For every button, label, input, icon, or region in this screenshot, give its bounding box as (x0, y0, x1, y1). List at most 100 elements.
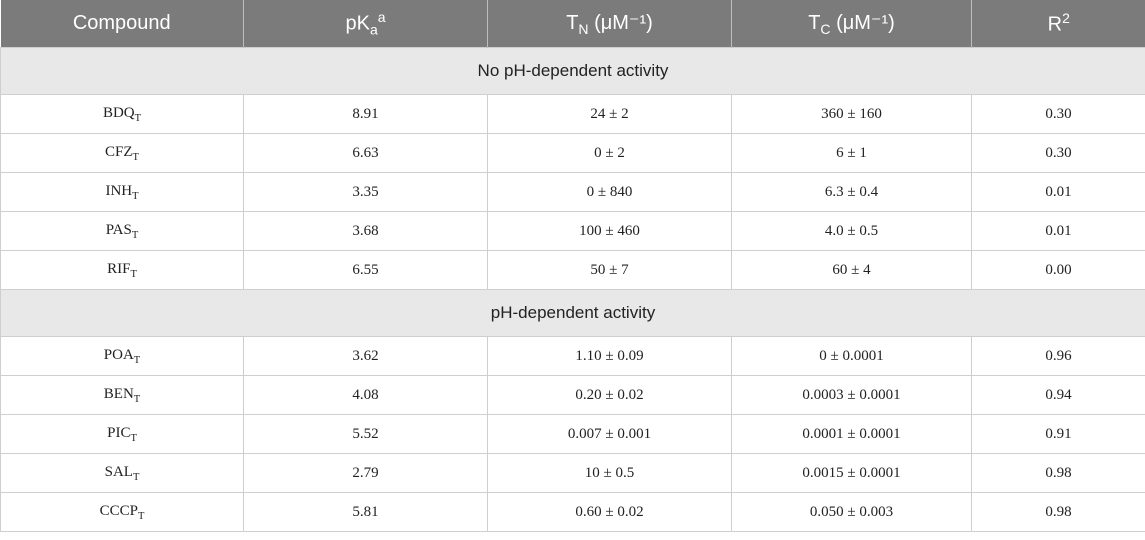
text-run: T (808, 12, 821, 34)
text-run: R (1047, 13, 1063, 36)
data-row: BENT 4.08 0.20 ± 0.02 0.0003 ± 0.0001 0.94 (0, 375, 1145, 415)
cell: 24 ± 2 (487, 94, 732, 134)
cell: 0.98 (971, 492, 1145, 532)
cell: 3.35 (243, 172, 488, 212)
group-label: No pH-dependent activity (0, 47, 1145, 95)
cell: 60 ± 4 (731, 250, 972, 290)
compound-name: BDQ (102, 104, 135, 121)
cell: 0.0015 ± 0.0001 (731, 453, 972, 493)
cell: INHT (0, 172, 244, 212)
compound-name: INH (105, 182, 133, 199)
cell: 100 ± 460 (487, 211, 732, 251)
header-cell: R2 (971, 0, 1145, 48)
data-row: INHT 3.35 0 ± 840 6.3 ± 0.4 0.01 (0, 172, 1145, 212)
compound-subscript: T (137, 510, 145, 522)
cell: RIFT (0, 250, 244, 290)
compound-subscript: T (132, 151, 139, 163)
cell: 5.81 (243, 492, 488, 532)
cell: 4.08 (243, 375, 488, 415)
text-run: (μM⁻¹) (588, 12, 653, 34)
group-row: No pH-dependent activity (0, 47, 1145, 95)
cell: SALT (0, 453, 244, 493)
cell: 0.01 (971, 211, 1145, 251)
compound-subscript: T (133, 354, 141, 366)
cell: 6.63 (243, 133, 488, 173)
cell: 0.98 (971, 453, 1145, 493)
compound-name: PAS (105, 221, 132, 238)
compound-name: SAL (104, 463, 133, 480)
cell: 5.52 (243, 414, 488, 454)
cell: 0.00 (971, 250, 1145, 290)
compound-subscript: T (132, 471, 140, 483)
compound-subscript: T (130, 432, 137, 444)
cell: 0.0003 ± 0.0001 (731, 375, 972, 415)
header-cell: TN (μM⁻¹) (487, 0, 732, 48)
cell: 0.60 ± 0.02 (487, 492, 732, 532)
text-run: (μM⁻¹) (830, 12, 895, 34)
compound-subscript: T (134, 112, 142, 124)
compound-subscript: T (132, 190, 139, 202)
text-run: pK (345, 12, 370, 35)
cell: 3.62 (243, 336, 488, 376)
compound-name: POA (103, 346, 134, 363)
compound-subscript: T (131, 229, 139, 241)
cell: 4.0 ± 0.5 (731, 211, 972, 251)
data-row: BDQT 8.91 24 ± 2 360 ± 160 0.30 (0, 94, 1145, 134)
text-run: C (820, 21, 831, 37)
data-row: RIFT 6.55 50 ± 7 60 ± 4 0.00 (0, 250, 1145, 290)
cell: 0.20 ± 0.02 (487, 375, 732, 415)
text-run: T (566, 12, 579, 34)
data-row: POAT 3.62 1.10 ± 0.09 0 ± 0.0001 0.96 (0, 336, 1145, 376)
cell: PAST (0, 211, 244, 251)
text-run: a (377, 9, 386, 26)
header-cell: Compound (0, 0, 244, 48)
compound-name: RIF (107, 260, 131, 277)
cell: 6.3 ± 0.4 (731, 172, 972, 212)
text-run: a (369, 21, 378, 38)
cell: 50 ± 7 (487, 250, 732, 290)
cell: BENT (0, 375, 244, 415)
data-row: SALT 2.79 10 ± 0.5 0.0015 ± 0.0001 0.98 (0, 453, 1145, 493)
text-run: N (578, 21, 589, 37)
header-row: Compound pKaa TN (μM⁻¹) TC (μM⁻¹) R2 (0, 0, 1145, 48)
cell: 0.91 (971, 414, 1145, 454)
cell: 0.01 (971, 172, 1145, 212)
header-cell: TC (μM⁻¹) (731, 0, 972, 48)
cell: 0.94 (971, 375, 1145, 415)
compound-subscript: T (133, 393, 141, 405)
cell: 0.30 (971, 94, 1145, 134)
compound-name: CCCP (99, 502, 138, 519)
cell: 6 ± 1 (731, 133, 972, 173)
footnote: apKa values were obtained through Chemic… (0, 532, 1145, 540)
data-row: PAST 3.68 100 ± 460 4.0 ± 0.5 0.01 (0, 211, 1145, 251)
cell: 6.55 (243, 250, 488, 290)
cell: 360 ± 160 (731, 94, 972, 134)
cell: 0 ± 840 (487, 172, 732, 212)
cell: 10 ± 0.5 (487, 453, 732, 493)
cell: CFZT (0, 133, 244, 173)
cell: PICT (0, 414, 244, 454)
header-cell: pKaa (243, 0, 488, 48)
table-body: No pH-dependent activity BDQT 8.91 24 ± 2 36… (0, 47, 1145, 532)
cell: BDQT (0, 94, 244, 134)
compound-subscript: T (130, 268, 137, 280)
text-run: 2 (1062, 10, 1070, 27)
cell: 0.96 (971, 336, 1145, 376)
cell: 0.050 ± 0.003 (731, 492, 972, 532)
cell: 0.007 ± 0.001 (487, 414, 732, 454)
compound-name: PIC (107, 424, 131, 441)
cell: 2.79 (243, 453, 488, 493)
cell: CCCPT (0, 492, 244, 532)
text-run: a (2, 538, 6, 540)
cell: 1.10 ± 0.09 (487, 336, 732, 376)
cell: 0 ± 0.0001 (731, 336, 972, 376)
group-row: pH-dependent activity (0, 289, 1145, 337)
group-label: pH-dependent activity (0, 289, 1145, 337)
cell: 0.0001 ± 0.0001 (731, 414, 972, 454)
text-run: Compound (72, 12, 171, 34)
cell: 3.68 (243, 211, 488, 251)
data-row: CCCPT 5.81 0.60 ± 0.02 0.050 ± 0.003 0.98 (0, 492, 1145, 532)
